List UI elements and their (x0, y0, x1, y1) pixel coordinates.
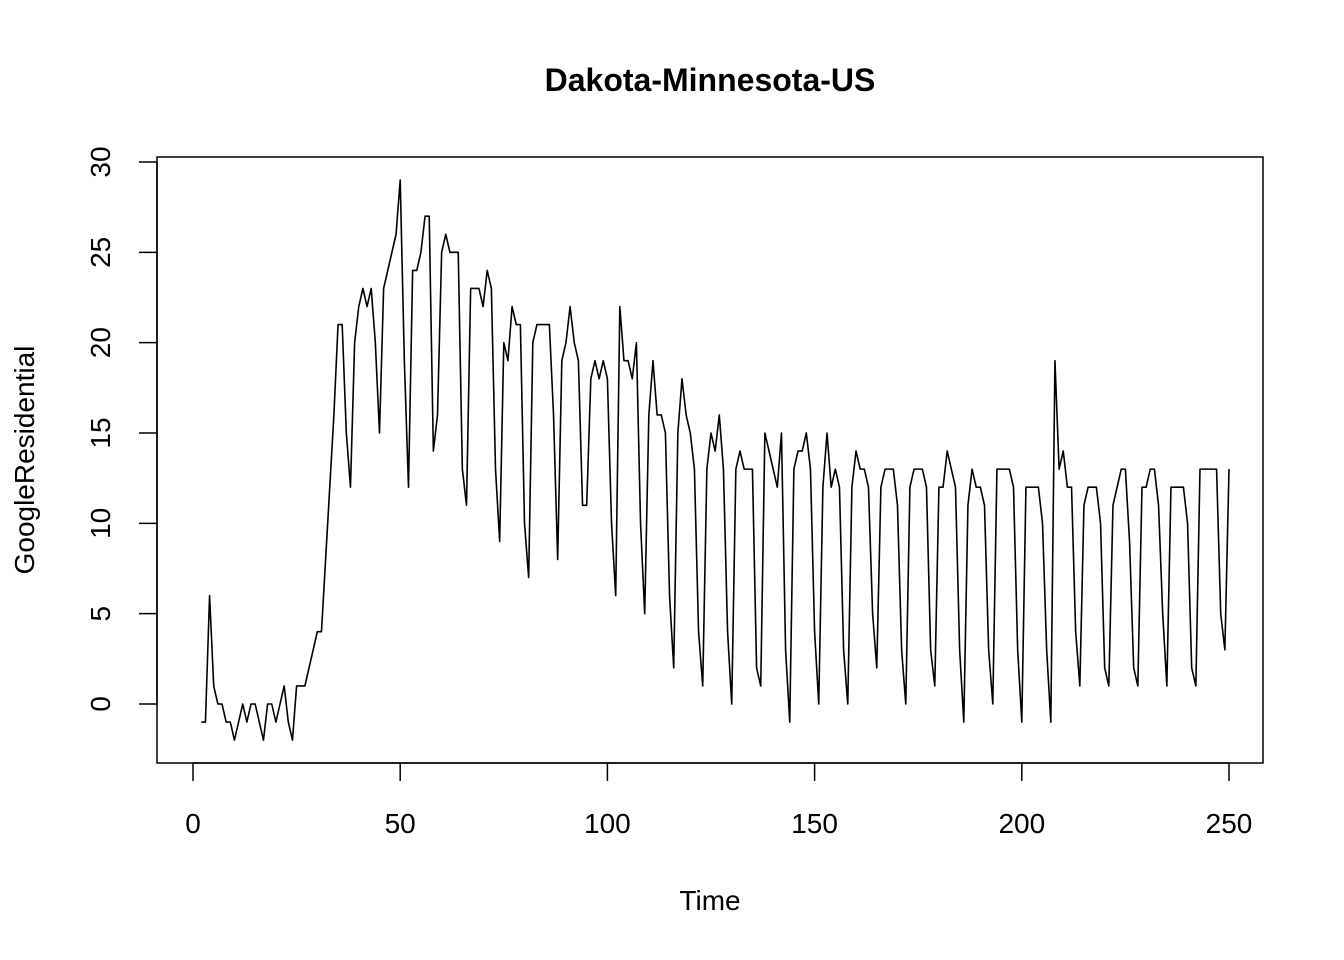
y-tick-label: 5 (85, 606, 116, 622)
y-tick-label: 30 (85, 146, 116, 177)
x-tick-label: 50 (385, 808, 416, 839)
y-tick-label: 10 (85, 508, 116, 539)
plot-area (156, 156, 1264, 764)
x-tick-label: 250 (1206, 808, 1253, 839)
y-axis: 0 5 10 15 20 25 30 (85, 146, 158, 712)
y-axis-label: GoogleResidential (9, 346, 40, 575)
x-tick-label: 0 (185, 808, 201, 839)
x-axis: 0 50 100 150 200 250 (185, 762, 1253, 839)
x-tick-label: 100 (584, 808, 631, 839)
chart-title: Dakota-Minnesota-US (545, 62, 876, 98)
y-tick-label: 0 (85, 696, 116, 712)
x-tick-label: 200 (998, 808, 1045, 839)
y-tick-label: 20 (85, 327, 116, 358)
x-tick-label: 150 (791, 808, 838, 839)
series-line (201, 179, 1230, 741)
y-tick-label: 15 (85, 417, 116, 448)
y-tick-label: 25 (85, 237, 116, 268)
x-axis-label: Time (679, 885, 740, 916)
